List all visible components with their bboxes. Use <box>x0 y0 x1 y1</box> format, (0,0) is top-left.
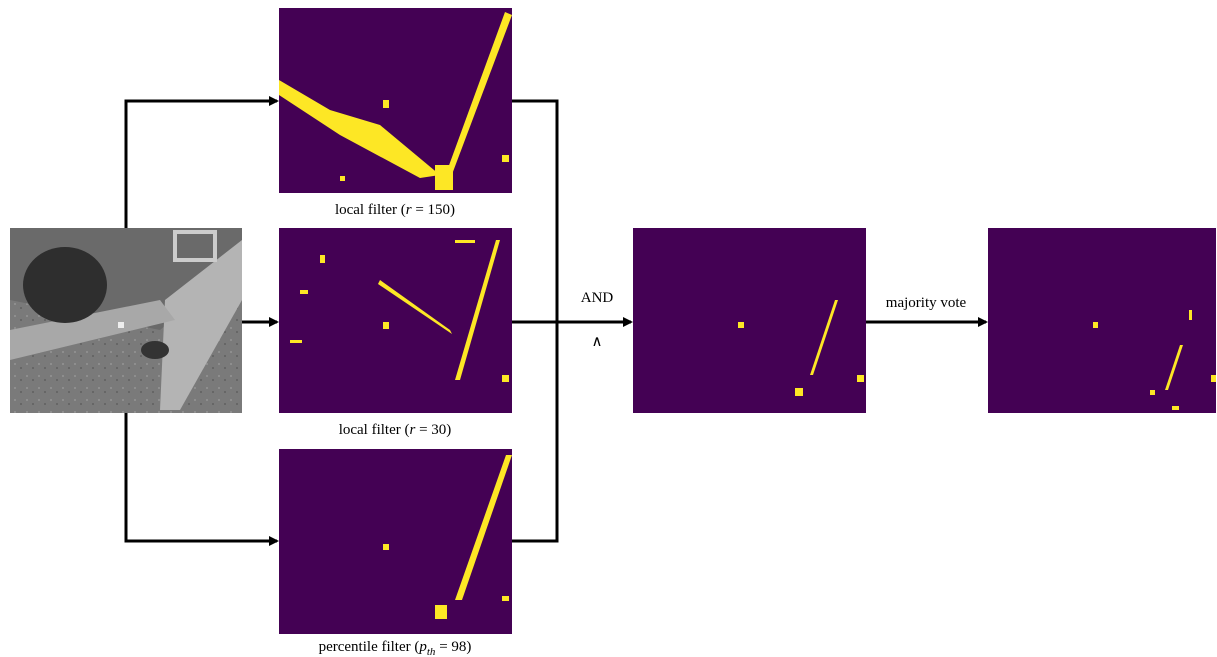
and-symbol: ∧ <box>592 332 603 350</box>
mask-vote <box>988 228 1216 413</box>
vote-label: majority vote <box>886 295 967 311</box>
caption: percentile filter (pth = 98) <box>319 639 472 657</box>
diagram: local filter (r = 150) local filter (r =… <box>0 0 1217 657</box>
mask-local-150 <box>279 8 512 193</box>
caption: local filter (r = 30) <box>339 422 452 438</box>
and-label: AND <box>581 290 614 306</box>
mask-percentile <box>279 449 512 634</box>
caption: local filter (r = 150) <box>335 202 455 218</box>
mask-and <box>633 228 866 413</box>
mask-local-30 <box>279 228 512 413</box>
input-image <box>10 228 242 413</box>
